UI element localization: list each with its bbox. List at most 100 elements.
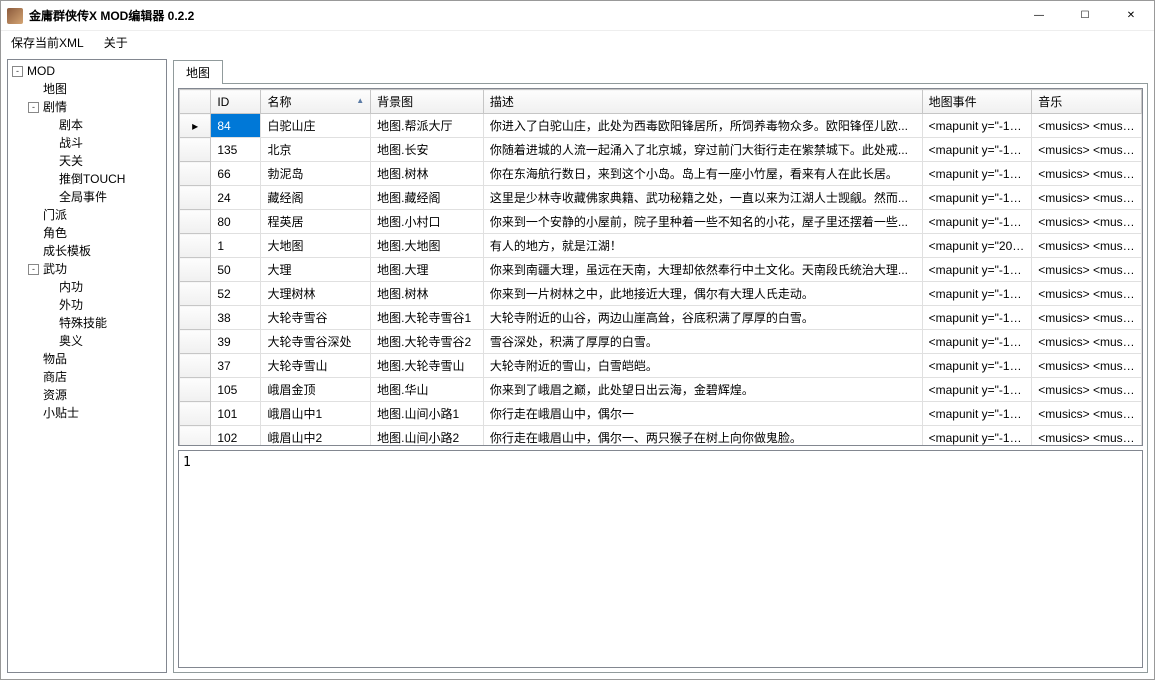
- cell-event: <mapunit y="-1" ...: [922, 138, 1032, 162]
- datagrid[interactable]: ID 名称 背景图 描述 地图事件 音乐 ▸84白驼山庄地图.帮派大厅你进入了白…: [179, 89, 1142, 445]
- tree-special[interactable]: 特殊技能: [44, 314, 164, 332]
- col-id[interactable]: ID: [211, 90, 261, 114]
- table-row[interactable]: 50大理地图.大理你来到南疆大理，虽远在天南，大理却依然奉行中土文化。天南段氏统…: [180, 258, 1142, 282]
- cell-id: 24: [211, 186, 261, 210]
- col-rowheader[interactable]: [180, 90, 211, 114]
- tree-plot[interactable]: -剧情: [28, 98, 164, 116]
- cell-event: <mapunit y="-1" ...: [922, 186, 1032, 210]
- cell-music: <musics> <music ...: [1032, 114, 1142, 138]
- cell-id: 50: [211, 258, 261, 282]
- cell-name: 大理树林: [261, 282, 371, 306]
- col-name[interactable]: 名称: [261, 90, 371, 114]
- menu-save-xml[interactable]: 保存当前XML: [7, 32, 88, 53]
- cell-event: <mapunit y="208...: [922, 234, 1032, 258]
- cell-id: 1: [211, 234, 261, 258]
- table-row[interactable]: 135北京地图.长安你随着进城的人流一起涌入了北京城，穿过前门大街行走在紫禁城下…: [180, 138, 1142, 162]
- cell-desc: 大轮寺附近的山谷，两边山崖高耸，谷底积满了厚厚的白雪。: [483, 306, 922, 330]
- row-header: [180, 186, 211, 210]
- tree-sky[interactable]: 天关: [44, 152, 164, 170]
- cell-event: <mapunit y="-1" ...: [922, 114, 1032, 138]
- window-title: 金庸群侠传X MOD编辑器 0.2.2: [29, 7, 1016, 24]
- cell-id: 101: [211, 402, 261, 426]
- datagrid-wrapper: ID 名称 背景图 描述 地图事件 音乐 ▸84白驼山庄地图.帮派大厅你进入了白…: [178, 88, 1143, 446]
- cell-bg: 地图.藏经阁: [371, 186, 484, 210]
- app-window: 金庸群侠传X MOD编辑器 0.2.2 — ☐ ✕ 保存当前XML 关于 -MO…: [0, 0, 1155, 680]
- cell-id: 39: [211, 330, 261, 354]
- col-desc[interactable]: 描述: [483, 90, 922, 114]
- tree-script[interactable]: 剧本: [44, 116, 164, 134]
- row-header: [180, 162, 211, 186]
- tree-panel: -MOD 地图 -剧情 剧本 战斗 天关 推倒TOUCH 全局事件: [7, 59, 167, 673]
- tab-map[interactable]: 地图: [173, 60, 223, 84]
- tree-faction[interactable]: 门派: [28, 206, 164, 224]
- cell-id: 80: [211, 210, 261, 234]
- table-row[interactable]: 39大轮寺雪谷深处地图.大轮寺雪谷2雪谷深处，积满了厚厚的白雪。<mapunit…: [180, 330, 1142, 354]
- tree-item[interactable]: 物品: [28, 350, 164, 368]
- table-row[interactable]: 52大理树林地图.树林你来到一片树林之中，此地接近大理，偶尔有大理人氏走动。<m…: [180, 282, 1142, 306]
- table-row[interactable]: ▸84白驼山庄地图.帮派大厅你进入了白驼山庄，此处为西毒欧阳锋居所，所饲养毒物众…: [180, 114, 1142, 138]
- maximize-button[interactable]: ☐: [1062, 1, 1108, 31]
- tree-role[interactable]: 角色: [28, 224, 164, 242]
- cell-event: <mapunit y="-1" ...: [922, 282, 1032, 306]
- table-row[interactable]: 102峨眉山中2地图.山间小路2你行走在峨眉山中，偶尔一、两只猴子在树上向你做鬼…: [180, 426, 1142, 446]
- tree-resource[interactable]: 资源: [28, 386, 164, 404]
- cell-bg: 地图.大理: [371, 258, 484, 282]
- table-row[interactable]: 38大轮寺雪谷地图.大轮寺雪谷1大轮寺附近的山谷，两边山崖高耸，谷底积满了厚厚的…: [180, 306, 1142, 330]
- cell-music: <musics> <music ...: [1032, 210, 1142, 234]
- table-row[interactable]: 1大地图地图.大地图有人的地方，就是江湖！<mapunit y="208...<…: [180, 234, 1142, 258]
- col-bg[interactable]: 背景图: [371, 90, 484, 114]
- tree-global[interactable]: 全局事件: [44, 188, 164, 206]
- menu-about[interactable]: 关于: [100, 32, 132, 53]
- tree-battle[interactable]: 战斗: [44, 134, 164, 152]
- table-row[interactable]: 101峨眉山中1地图.山间小路1你行走在峨眉山中，偶尔一<mapunit y="…: [180, 402, 1142, 426]
- tree-aoyi[interactable]: 奥义: [44, 332, 164, 350]
- cell-music: <musics> <music ...: [1032, 162, 1142, 186]
- cell-event: <mapunit y="-1" ...: [922, 378, 1032, 402]
- tree-map[interactable]: 地图: [28, 80, 164, 98]
- minimize-button[interactable]: —: [1016, 1, 1062, 31]
- tree-touch[interactable]: 推倒TOUCH: [44, 170, 164, 188]
- collapse-icon[interactable]: -: [28, 102, 39, 113]
- col-event[interactable]: 地图事件: [922, 90, 1032, 114]
- tree-neigong[interactable]: 内功: [44, 278, 164, 296]
- tree-tip[interactable]: 小贴士: [28, 404, 164, 422]
- detail-text: 1: [183, 455, 191, 470]
- cell-desc: 有人的地方，就是江湖！: [483, 234, 922, 258]
- tree-shop[interactable]: 商店: [28, 368, 164, 386]
- cell-desc: 大轮寺附近的雪山，白雪皑皑。: [483, 354, 922, 378]
- right-panel: 地图 ID 名称: [173, 59, 1148, 673]
- cell-desc: 你行走在峨眉山中，偶尔一: [483, 402, 922, 426]
- cell-desc: 你在东海航行数日，来到这个小岛。岛上有一座小竹屋，看来有人在此长居。: [483, 162, 922, 186]
- row-header: [180, 306, 211, 330]
- collapse-icon[interactable]: -: [12, 66, 23, 77]
- table-row[interactable]: 66勃泥岛地图.树林你在东海航行数日，来到这个小岛。岛上有一座小竹屋，看来有人在…: [180, 162, 1142, 186]
- window-buttons: — ☐ ✕: [1016, 1, 1154, 31]
- cell-desc: 你来到一个安静的小屋前，院子里种着一些不知名的小花，屋子里还摆着一些...: [483, 210, 922, 234]
- tree-wugong[interactable]: -武功: [28, 260, 164, 278]
- tree-waigong[interactable]: 外功: [44, 296, 164, 314]
- collapse-icon[interactable]: -: [28, 264, 39, 275]
- col-music[interactable]: 音乐: [1032, 90, 1142, 114]
- close-button[interactable]: ✕: [1108, 1, 1154, 31]
- cell-music: <musics> <music ...: [1032, 426, 1142, 446]
- tree-template[interactable]: 成长模板: [28, 242, 164, 260]
- row-header: [180, 354, 211, 378]
- tree-root-mod[interactable]: -MOD: [12, 62, 164, 80]
- cell-bg: 地图.长安: [371, 138, 484, 162]
- cell-id: 105: [211, 378, 261, 402]
- table-row[interactable]: 105峨眉金顶地图.华山你来到了峨眉之巅，此处望日出云海，金碧辉煌。<mapun…: [180, 378, 1142, 402]
- table-row[interactable]: 24藏经阁地图.藏经阁这里是少林寺收藏佛家典籍、武功秘籍之处，一直以来为江湖人士…: [180, 186, 1142, 210]
- cell-music: <musics> <music ...: [1032, 354, 1142, 378]
- cell-name: 白驼山庄: [261, 114, 371, 138]
- cell-name: 藏经阁: [261, 186, 371, 210]
- tab-content: ID 名称 背景图 描述 地图事件 音乐 ▸84白驼山庄地图.帮派大厅你进入了白…: [173, 83, 1148, 673]
- row-header: ▸: [180, 114, 211, 138]
- table-row[interactable]: 80程英居地图.小村口你来到一个安静的小屋前，院子里种着一些不知名的小花，屋子里…: [180, 210, 1142, 234]
- detail-panel[interactable]: 1: [178, 450, 1143, 668]
- row-header: [180, 330, 211, 354]
- cell-event: <mapunit y="-1" ...: [922, 258, 1032, 282]
- cell-desc: 这里是少林寺收藏佛家典籍、武功秘籍之处，一直以来为江湖人士觊觎。然而...: [483, 186, 922, 210]
- cell-event: <mapunit y="-1" ...: [922, 210, 1032, 234]
- table-row[interactable]: 37大轮寺雪山地图.大轮寺雪山大轮寺附近的雪山，白雪皑皑。<mapunit y=…: [180, 354, 1142, 378]
- cell-bg: 地图.树林: [371, 162, 484, 186]
